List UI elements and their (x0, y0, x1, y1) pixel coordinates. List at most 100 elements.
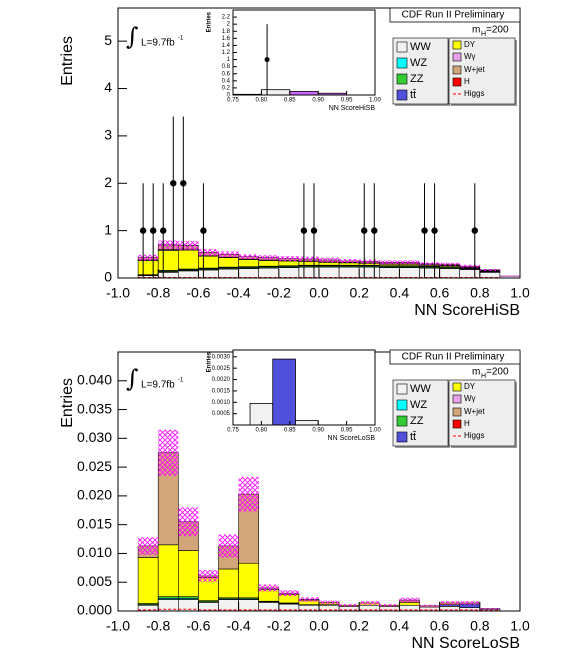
x-tick-label: 0.2 (349, 285, 369, 301)
stack-segment (419, 267, 440, 279)
x-tick-label: 0.75 (227, 98, 239, 104)
y-tick-label: 0.040 (77, 371, 112, 387)
uncertainty-band (178, 241, 199, 250)
uncertainty-band (439, 262, 460, 266)
uncertainty-band (238, 476, 259, 512)
uncertainty-band (499, 275, 520, 277)
y-tick-label: 2 (227, 22, 231, 28)
lumi-text: L=9.7fb (141, 380, 175, 391)
y-tick-label: 0.2 (222, 85, 231, 91)
lumi-text: L=9.7fb (141, 38, 175, 49)
uncertainty-band (298, 256, 319, 262)
legend-label: ZZ (410, 415, 424, 427)
uncertainty-band (319, 257, 340, 263)
data-point (264, 57, 270, 63)
data-point (431, 227, 438, 234)
legend-label: H (464, 77, 470, 86)
x-tick-label: -0.2 (267, 285, 291, 301)
uncertainty-band (479, 269, 500, 271)
x-axis-title: NN ScoreLoSB (328, 435, 376, 442)
uncertainty-band (258, 255, 279, 260)
uncertainty-band (419, 604, 440, 607)
uncertainty-band (198, 570, 219, 582)
y-tick-label: 0.015 (77, 515, 112, 531)
data-point (361, 227, 368, 234)
uncertainty-band (218, 534, 239, 558)
x-tick-label: -0.4 (227, 618, 251, 634)
stack-segment (218, 268, 239, 279)
data-point (310, 227, 318, 234)
x-tick-label: -0.6 (186, 285, 210, 301)
x-tick-label: 0.75 (227, 428, 239, 434)
y-tick-label: 1 (104, 221, 112, 237)
x-tick-label: 0.85 (284, 98, 296, 104)
x-tick-label: 0.8 (470, 285, 490, 301)
legend-swatch (452, 77, 462, 87)
header-box (389, 349, 521, 365)
uncertainty-band (218, 251, 239, 258)
y-tick-label: 0.005 (77, 573, 112, 589)
stack-segment (399, 267, 420, 279)
legend-swatch (396, 73, 408, 85)
legend-label: H (464, 419, 470, 428)
uncertainty-band (479, 608, 500, 610)
legend-label: tt̄ (410, 431, 416, 443)
data-point (160, 227, 167, 234)
x-axis-title: NN ScoreLoSB (412, 635, 521, 652)
uncertainty-band (298, 597, 319, 602)
header: CDF Run II Preliminary (402, 352, 505, 363)
uncertainty-band (459, 601, 480, 605)
y-tick-label: 0.0005 (212, 411, 231, 417)
stack-segment (258, 267, 280, 279)
uncertainty-band (399, 260, 420, 265)
stack-segment (238, 268, 260, 279)
plot-border (232, 349, 376, 426)
x-tick-label: -0.8 (146, 618, 170, 634)
legend-label: DY (464, 40, 476, 49)
x-tick-label: 1.0 (510, 285, 530, 301)
y-tick-label: 0.025 (77, 458, 112, 474)
stack-segment (399, 602, 420, 606)
y-tick-label: 3 (104, 127, 112, 143)
y-tick-label: 0 (227, 93, 231, 99)
x-tick-label: 0.80 (256, 98, 268, 104)
stack-segment (278, 267, 300, 279)
inset-chart: 0.75 0.80 0.85 0.90 0.95 1.0000.20.40.60.811.… (207, 9, 381, 112)
stack-segment (378, 267, 400, 279)
mass-subscript: H (481, 31, 486, 38)
y-tick-label: 0.8 (222, 64, 231, 70)
stack-segment (278, 260, 300, 266)
y-tick-label: 0.0010 (212, 400, 231, 406)
legend-label: DY (464, 382, 476, 391)
x-tick-label: 0.0 (309, 618, 329, 634)
legend-label: Higgs (464, 89, 484, 98)
y-tick-label: 1.8 (222, 29, 231, 35)
x-tick-label: -1.0 (106, 618, 130, 634)
histogram-bar (260, 89, 291, 96)
x-tick-label: -0.4 (227, 285, 251, 301)
x-axis-title: NN ScoreHiSB (414, 302, 520, 319)
stack-segment (298, 266, 320, 279)
legend-label: Wγ (464, 52, 476, 61)
data-point (149, 227, 157, 234)
y-tick-label: 2.2 (222, 15, 231, 21)
uncertainty-band (138, 537, 159, 555)
x-tick-label: -0.8 (146, 285, 170, 301)
uncertainty-band (399, 597, 420, 603)
x-tick-label: 0.90 (312, 98, 324, 104)
legend-swatch (452, 65, 462, 75)
uncertainty-band (278, 590, 299, 597)
y-tick-label: 2 (104, 174, 112, 190)
legend-label: W+jet (464, 407, 485, 416)
stack-segment (338, 262, 360, 266)
legend-label: WZ (410, 57, 427, 69)
lumi-superscript: -1 (178, 36, 184, 42)
y-tick-label: 0.4 (222, 78, 231, 84)
stack-segment (137, 260, 159, 275)
x-tick-label: -1.0 (106, 285, 130, 301)
stack-segment (178, 270, 199, 279)
stack-segment (157, 250, 179, 271)
legend-label: WZ (410, 399, 427, 411)
